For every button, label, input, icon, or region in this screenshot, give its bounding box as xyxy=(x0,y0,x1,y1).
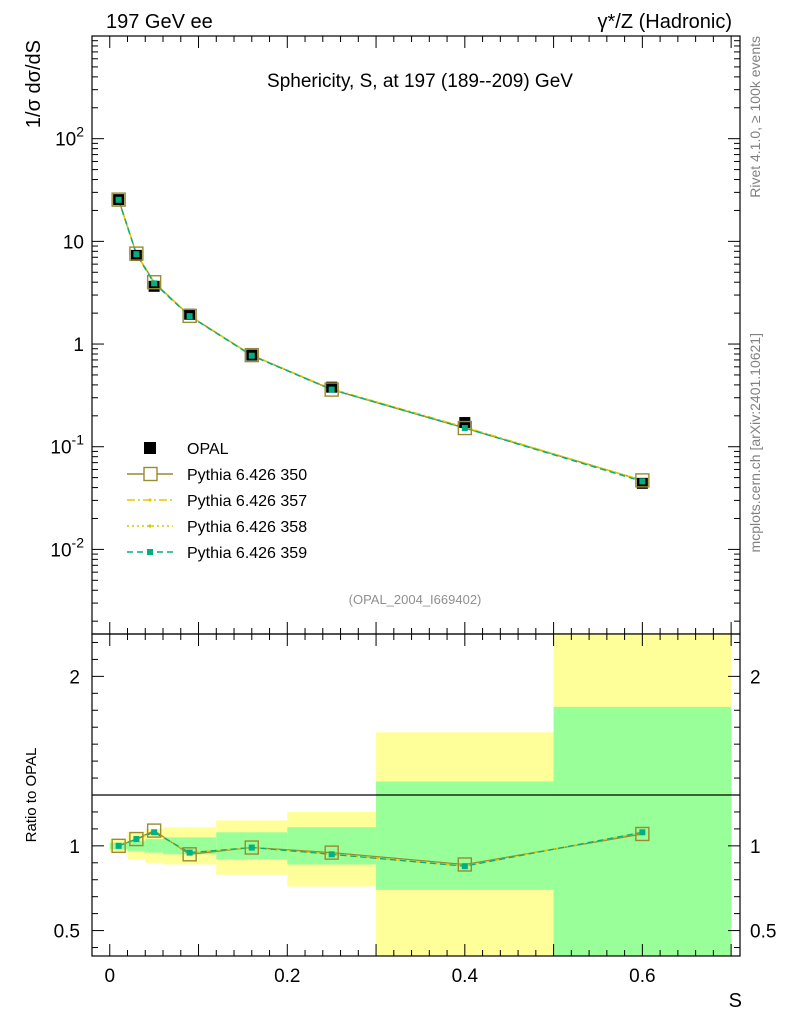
ratio-y-tick-label: 2 xyxy=(69,667,80,688)
y-tick-label: 10-2 xyxy=(50,534,84,561)
x-tick-label: 0.6 xyxy=(629,966,655,987)
stat-uncertainty-band xyxy=(376,781,554,890)
analysis-watermark: (OPAL_2004_I669402) xyxy=(349,592,482,607)
ratio-marker-350 xyxy=(635,826,650,842)
x-tick-label: 0 xyxy=(104,966,115,987)
ratio-marker-350 xyxy=(457,857,473,872)
legend-label: Pythia 6.426 358 xyxy=(187,519,307,536)
ratio-y-tick-label: 1 xyxy=(69,837,80,858)
mc-marker-350 xyxy=(324,382,339,397)
x-tick-label: 0.4 xyxy=(452,966,479,987)
main-ylabel: 1/σ dσ/dS xyxy=(23,40,45,128)
ratio-marker-359 xyxy=(115,842,122,849)
legend: OPAL Pythia 6.426 350 Pythia 6.426 357 Pyth… xyxy=(127,441,307,562)
x-axis-label: S xyxy=(729,990,742,1012)
ratio-marker-359 xyxy=(639,829,646,836)
rivet-label: Rivet 4.1.0, ≥ 100k events xyxy=(747,36,763,198)
mc-marker-359 xyxy=(639,478,646,485)
legend-marker xyxy=(148,498,152,502)
ratio-marker-359 xyxy=(248,844,255,851)
ratio-y-tick-label-right: 1 xyxy=(750,837,761,858)
y-tick-label: 102 xyxy=(55,124,84,151)
legend-marker-opal xyxy=(144,442,156,454)
mc-marker-359 xyxy=(328,386,335,393)
mc-marker-350 xyxy=(457,420,473,436)
mc-marker-359 xyxy=(186,313,193,320)
mc-marker-350 xyxy=(635,473,650,488)
main-panel: Sphericity, S, at 197 (189--209) GeV (OP… xyxy=(23,35,741,635)
legend-label: Pythia 6.426 350 xyxy=(187,467,307,484)
mc-marker-350 xyxy=(244,347,259,363)
legend-label: Pythia 6.426 357 xyxy=(187,493,307,510)
mc-marker-359 xyxy=(151,280,158,287)
ratio-axis-ticks: 0.5 0.5 1 1 2 2 0 0.2 0.4 0.6 xyxy=(54,634,776,987)
ratio-marker-350 xyxy=(244,840,259,855)
ratio-marker-359 xyxy=(328,851,335,858)
ratio-marker-359 xyxy=(461,863,468,870)
ratio-y-tick-label-right: 0.5 xyxy=(750,922,776,943)
ratio-marker-350 xyxy=(111,838,126,854)
header-right: γ*/Z (Hadronic) xyxy=(598,11,732,33)
ratio-marker-350 xyxy=(146,823,162,838)
ratio-y-tick-label: 0.5 xyxy=(54,922,80,943)
main-axis-ticks: 10-2 10-1 1 10 102 xyxy=(50,36,740,634)
mc-marker-350 xyxy=(146,275,162,290)
ratio-series xyxy=(111,823,650,872)
main-series-line xyxy=(117,199,643,482)
mc-marker-359 xyxy=(461,425,468,432)
mcplots-label: mcplots.cern.ch [arXiv:2401.10621] xyxy=(747,333,763,552)
main-title: Sphericity, S, at 197 (189--209) GeV xyxy=(267,71,573,92)
opal-data-point xyxy=(459,417,471,429)
ratio-panel: 0.5 0.5 1 1 2 2 0 0.2 0.4 0.6 Ratio to OPAL S xyxy=(23,633,776,1012)
ratio-ylabel: Ratio to OPAL xyxy=(23,748,40,843)
main-series-line xyxy=(117,199,643,482)
mc-marker-350 xyxy=(129,246,144,261)
mc-marker-350 xyxy=(111,192,126,207)
mc-marker-359 xyxy=(133,251,140,258)
x-tick-label: 0.2 xyxy=(274,966,300,987)
mc-marker-359 xyxy=(248,352,255,359)
ratio-marker-359 xyxy=(151,829,158,836)
stat-uncertainty-band xyxy=(145,839,164,853)
y-tick-label: 10-1 xyxy=(50,432,84,459)
main-series-line xyxy=(117,199,643,482)
y-tick-label: 10 xyxy=(63,232,84,253)
ratio-y-tick-label-right: 2 xyxy=(750,667,761,688)
ratio-marker-350 xyxy=(129,831,144,847)
ratio-marker-350 xyxy=(182,847,197,862)
ratio-marker-359 xyxy=(186,849,193,856)
legend-marker xyxy=(147,549,153,555)
legend-marker xyxy=(148,524,152,528)
main-series xyxy=(111,192,650,489)
mc-marker-359 xyxy=(115,196,122,203)
ratio-bands xyxy=(109,634,732,956)
legend-label: Pythia 6.426 359 xyxy=(187,545,307,562)
legend-label: OPAL xyxy=(187,441,229,458)
ratio-marker-359 xyxy=(133,836,140,843)
y-tick-label: 1 xyxy=(73,335,84,356)
legend-marker xyxy=(143,466,158,482)
stat-uncertainty-band xyxy=(163,837,217,855)
ratio-marker-350 xyxy=(324,845,339,860)
header-left: 197 GeV ee xyxy=(106,11,213,33)
main-series-line xyxy=(117,199,643,483)
mc-marker-350 xyxy=(182,308,197,324)
